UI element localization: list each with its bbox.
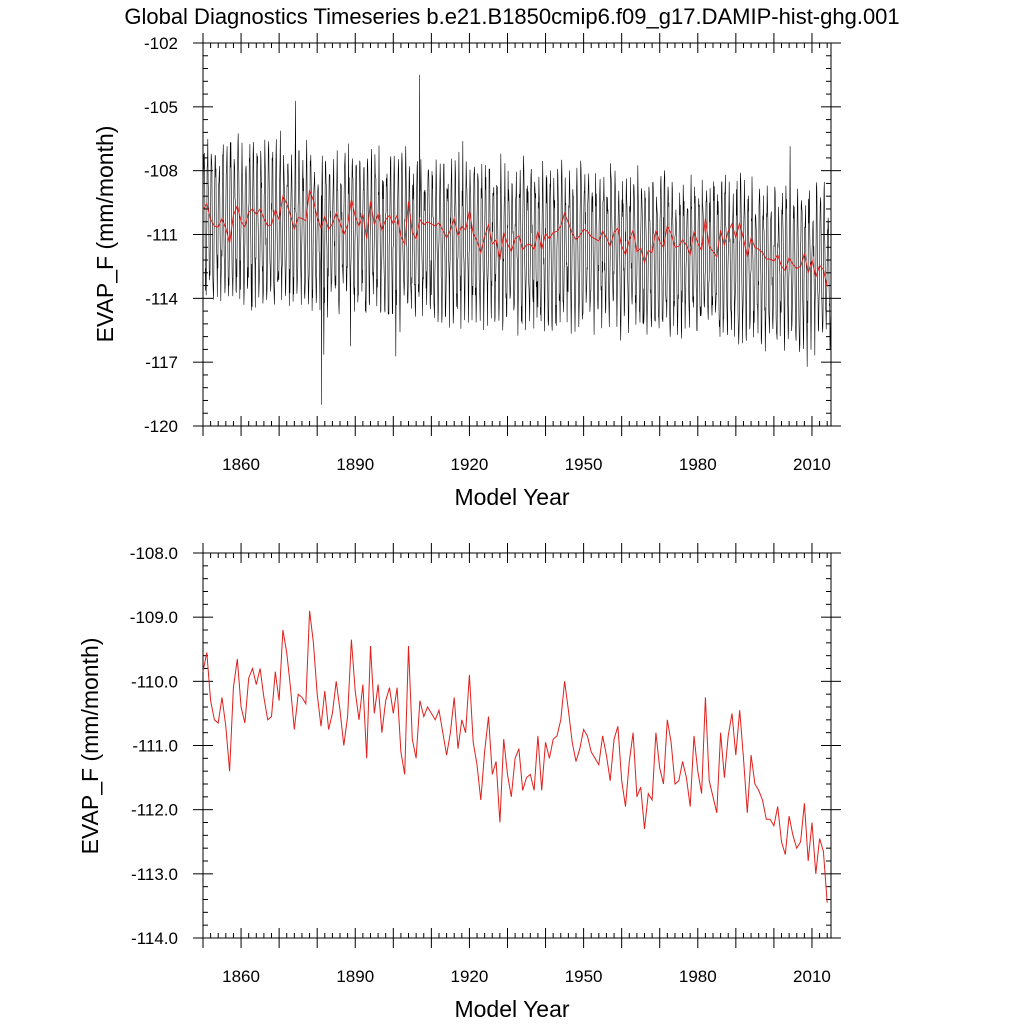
x-tick-label: 1920	[451, 967, 489, 986]
top-series-lines	[202, 74, 831, 405]
x-tick-label: 1860	[222, 455, 260, 474]
chart-title: Global Diagnostics Timeseries b.e21.B185…	[124, 4, 899, 29]
x-tick-label: 1950	[565, 455, 603, 474]
top-x-axis-label: Model Year	[454, 484, 569, 510]
bottom-ticks	[193, 543, 841, 948]
x-tick-label: 1980	[679, 455, 717, 474]
y-tick-label: -105	[144, 98, 178, 117]
y-tick-label: -108	[144, 162, 178, 181]
y-tick-label: -113.0	[131, 865, 178, 884]
y-tick-label: -112.0	[131, 801, 178, 820]
monthly-series-line	[202, 74, 831, 405]
top-tick-labels: 1860 1890 1920 1950 1980 2010 -120 -117 -114 -111…	[144, 34, 831, 474]
top-y-axis-label: EVAP_F (mm/month)	[92, 126, 118, 343]
x-tick-label: 1890	[336, 455, 374, 474]
x-tick-label: 1920	[451, 455, 489, 474]
bottom-series-lines	[202, 610, 828, 903]
y-tick-label: -111.0	[132, 737, 178, 756]
bottom-tick-labels: 1860 1890 1920 1950 1980 2010 -114.0 -113.0 -112…	[130, 544, 831, 986]
annual-mean-line	[202, 189, 828, 287]
x-tick-label: 2010	[793, 455, 831, 474]
y-tick-label: -108.0	[130, 544, 178, 563]
top-panel: 1860 1890 1920 1950 1980 2010 -120 -117 -114 -111…	[92, 33, 841, 510]
annual-mean-line	[202, 610, 828, 903]
y-tick-label: -114.0	[131, 929, 178, 948]
y-tick-label: -114	[145, 289, 178, 308]
x-tick-label: 1980	[679, 967, 717, 986]
x-tick-label: 1890	[336, 967, 374, 986]
bottom-panel: 1860 1890 1920 1950 1980 2010 -114.0 -113.0 -112…	[77, 543, 841, 1022]
x-tick-label: 1860	[222, 967, 260, 986]
y-tick-label: -120	[144, 417, 178, 436]
y-tick-label: -109.0	[130, 608, 178, 627]
y-tick-label: -102	[144, 34, 178, 53]
y-tick-label: -110.0	[131, 672, 178, 691]
top-ticks	[193, 33, 841, 436]
y-tick-label: -111	[146, 226, 178, 245]
x-tick-label: 1950	[565, 967, 603, 986]
bottom-y-axis-label: EVAP_F (mm/month)	[77, 638, 103, 855]
bottom-x-axis-label: Model Year	[454, 996, 569, 1022]
y-tick-label: -117	[145, 353, 178, 372]
x-tick-label: 2010	[793, 967, 831, 986]
